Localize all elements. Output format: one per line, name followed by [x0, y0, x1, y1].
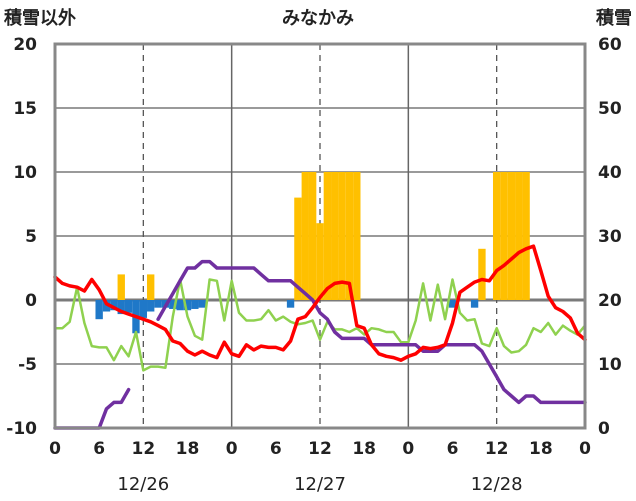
y-right-tick-label: 60	[598, 35, 622, 55]
red-line	[53, 244, 587, 362]
blue-bar	[95, 300, 103, 320]
orange-bar	[147, 274, 155, 300]
blue-bar	[169, 300, 177, 309]
orange-bar	[316, 223, 324, 300]
blue-bar	[286, 300, 295, 308]
y-right-tick-label: 50	[598, 99, 622, 119]
orange-bar	[294, 197, 302, 300]
blue-bar	[147, 300, 155, 312]
plot-frame	[53, 42, 587, 430]
blue-bar	[470, 300, 479, 308]
orange-bar	[301, 172, 309, 300]
y-left-tick-label: 20	[13, 35, 37, 55]
orange-bar	[500, 172, 508, 300]
chart-title: みなかみ	[282, 8, 354, 29]
orange-bar	[515, 172, 523, 300]
blue-bar	[110, 300, 118, 311]
x-tick-label: 12	[131, 439, 155, 459]
blue-bar	[183, 300, 192, 311]
x-tick-label: 0	[579, 439, 591, 459]
x-tick-label: 12	[308, 439, 332, 459]
x-tick-label: 0	[226, 439, 238, 459]
x-tick-label: 0	[402, 439, 414, 459]
blue-bar	[191, 300, 199, 309]
y-right-tick-label: 40	[598, 163, 622, 183]
orange-bar	[522, 172, 530, 300]
orange-bar	[308, 172, 317, 300]
x-tick-label: 0	[49, 439, 61, 459]
orange-bar	[353, 172, 361, 300]
y-left-tick-label: 10	[13, 163, 37, 183]
x-tick-label: 6	[447, 439, 459, 459]
orange-bar	[492, 172, 501, 300]
x-tick-label: 18	[529, 439, 553, 459]
y-left-tick-label: -5	[18, 355, 37, 375]
left-axis-label: 積雪以外	[3, 7, 76, 29]
orange-bar	[338, 172, 346, 300]
x-tick-label: 12	[485, 439, 509, 459]
y-left-tick-label: 5	[25, 227, 37, 247]
x-tick-label: 6	[93, 439, 105, 459]
green-line	[53, 278, 587, 372]
blue-bar	[139, 300, 148, 318]
orange-bar	[345, 172, 354, 300]
orange-bar	[323, 172, 332, 300]
right-axis-label: 積雪	[595, 7, 632, 29]
y-right-tick-label: 20	[598, 291, 622, 311]
blue-bar	[154, 300, 162, 308]
date-label: 12/28	[471, 474, 523, 495]
y-right-tick-label: 10	[598, 355, 622, 375]
blue-bar	[198, 300, 206, 308]
date-label: 12/26	[117, 474, 169, 495]
y-right-tick-label: 0	[598, 419, 610, 439]
y-left-tick-label: -10	[6, 419, 37, 439]
y-right-tick-label: 30	[598, 227, 622, 247]
blue-bar	[448, 300, 457, 308]
x-tick-label: 18	[352, 439, 376, 459]
y-left-tick-label: 0	[25, 291, 37, 311]
x-tick-label: 18	[176, 439, 200, 459]
blue-bar	[117, 300, 125, 315]
y-left-tick-label: 15	[13, 99, 37, 119]
blue-bar	[124, 300, 133, 313]
orange-bar	[331, 172, 339, 300]
x-tick-label: 6	[270, 439, 282, 459]
orange-bar	[507, 172, 516, 300]
orange-bar	[117, 274, 125, 300]
blue-bar	[176, 300, 184, 311]
orange-bar	[478, 248, 486, 300]
date-label: 12/27	[294, 474, 346, 495]
